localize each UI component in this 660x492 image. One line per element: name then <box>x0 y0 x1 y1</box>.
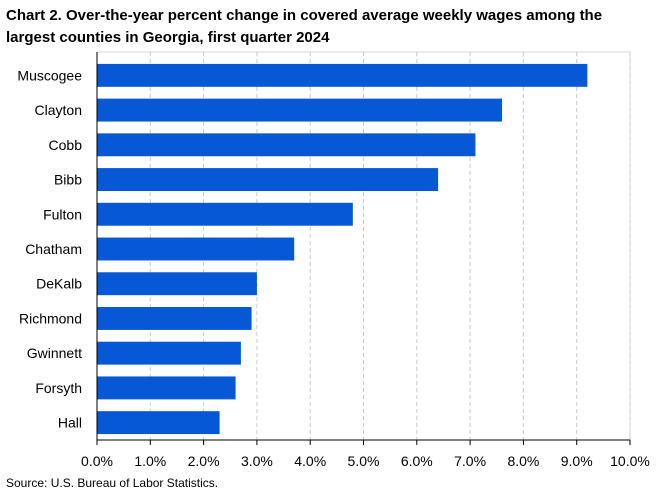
category-label: Hall <box>58 415 82 431</box>
category-label: Cobb <box>49 137 83 153</box>
x-tick-label: 0.0% <box>81 453 113 469</box>
bar-clayton <box>97 98 503 122</box>
bar-bibb <box>97 168 439 192</box>
x-tick-labels: 0.0% 1.0% 2.0% 3.0% 4.0% 5.0% 6.0% 7.0% 8.0% 9.0%… <box>81 453 650 469</box>
x-tick-label: 8.0% <box>507 453 539 469</box>
bar-richmond <box>97 306 252 330</box>
category-label: Muscogee <box>17 67 82 83</box>
category-label: Clayton <box>35 102 82 118</box>
x-tick-label: 2.0% <box>188 453 220 469</box>
x-tick-label: 6.0% <box>401 453 433 469</box>
category-label: Richmond <box>19 310 82 326</box>
bar-hall <box>97 411 220 435</box>
x-tick-label: 9.0% <box>561 453 593 469</box>
category-label: Fulton <box>43 206 82 222</box>
bars <box>97 63 588 435</box>
axes <box>96 52 631 445</box>
bar-gwinnett <box>97 341 241 365</box>
bar-fulton <box>97 202 353 226</box>
bar-dekalb <box>97 272 257 296</box>
bar-forsyth <box>97 376 236 400</box>
category-labels: Muscogee Clayton Cobb Bibb Fulton Chatham DeKa… <box>17 67 82 430</box>
x-tick-label: 7.0% <box>454 453 486 469</box>
x-tick-label: 1.0% <box>134 453 166 469</box>
x-tick-label: 3.0% <box>241 453 273 469</box>
source-note: Source: U.S. Bureau of Labor Statistics. <box>6 476 219 490</box>
bar-chatham <box>97 237 295 261</box>
category-label: Chatham <box>25 241 82 257</box>
category-label: Gwinnett <box>27 345 82 361</box>
category-label: Forsyth <box>35 380 82 396</box>
x-tick-label: 10.0% <box>610 453 650 469</box>
chart-title: Chart 2. Over-the-year percent change in… <box>6 7 603 46</box>
bar-muscogee <box>97 63 588 87</box>
category-label: DeKalb <box>36 276 82 292</box>
x-tick-label: 4.0% <box>294 453 326 469</box>
category-label: Bibb <box>54 172 82 188</box>
x-tick-label: 5.0% <box>348 453 380 469</box>
bar-cobb <box>97 133 476 157</box>
